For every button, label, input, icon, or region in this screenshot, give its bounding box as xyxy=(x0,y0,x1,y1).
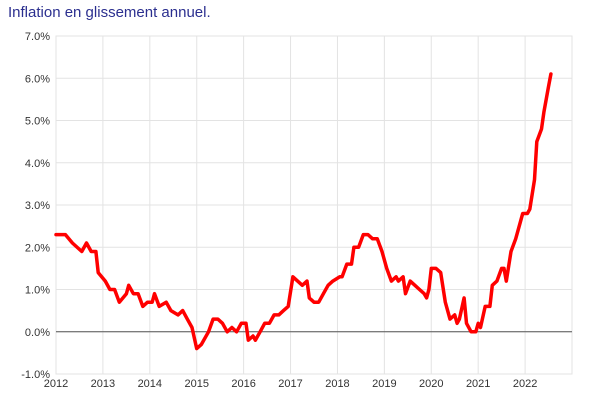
y-tick-label: 1.0% xyxy=(25,285,50,297)
y-tick-label: 6.0% xyxy=(25,73,50,85)
axis-layer: 7.0%6.0%5.0%4.0%3.0%2.0%1.0%0.0%-1.0%201… xyxy=(21,31,572,390)
x-tick-label: 2016 xyxy=(231,378,255,390)
y-tick-label: 4.0% xyxy=(25,158,50,170)
x-tick-label: 2019 xyxy=(372,378,396,390)
y-tick-label: 7.0% xyxy=(25,31,50,43)
y-tick-label: 5.0% xyxy=(25,116,50,128)
y-tick-label: 0.0% xyxy=(25,327,50,339)
y-tick-label: 3.0% xyxy=(25,200,50,212)
x-tick-label: 2012 xyxy=(44,378,68,390)
x-tick-label: 2017 xyxy=(278,378,302,390)
x-tick-label: 2021 xyxy=(466,378,490,390)
y-tick-label: 2.0% xyxy=(25,242,50,254)
series-line xyxy=(54,72,553,351)
grid-layer xyxy=(55,35,573,375)
x-tick-label: 2013 xyxy=(91,378,115,390)
x-tick-label: 2018 xyxy=(325,378,349,390)
x-tick-label: 2020 xyxy=(419,378,443,390)
chart-title: Inflation en glissement annuel. xyxy=(8,4,211,21)
x-tick-label: 2015 xyxy=(184,378,208,390)
series-layer xyxy=(54,72,553,351)
y-tick-label: -1.0% xyxy=(21,369,50,381)
x-tick-label: 2014 xyxy=(138,378,162,390)
x-tick-label: 2022 xyxy=(513,378,537,390)
